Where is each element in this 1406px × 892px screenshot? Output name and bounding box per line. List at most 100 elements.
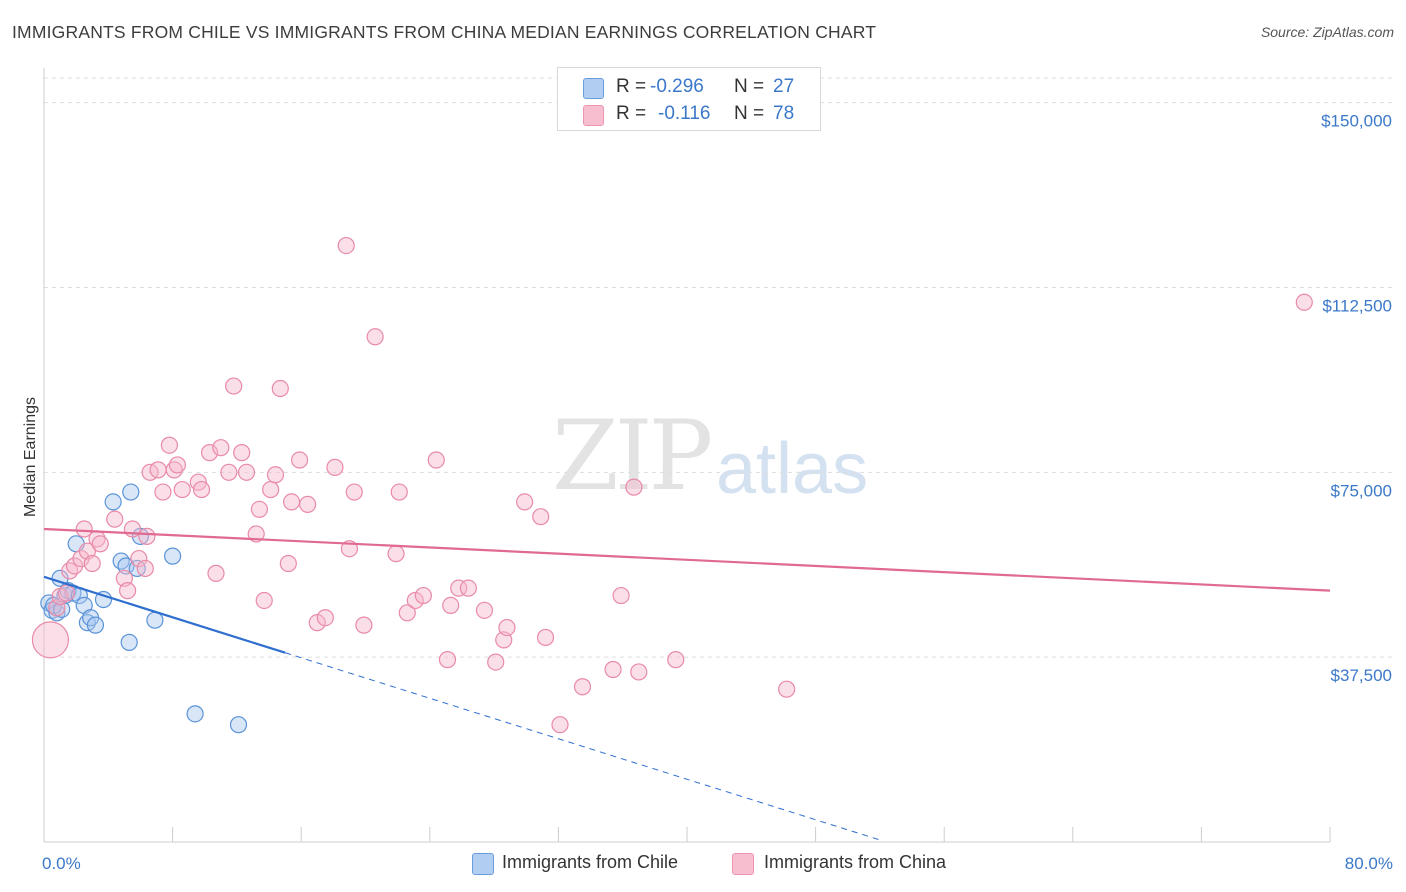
chile-legend-label: Immigrants from Chile xyxy=(502,852,679,872)
china-point xyxy=(345,483,363,501)
china-point xyxy=(57,584,76,602)
china-point xyxy=(406,591,424,610)
chile-point xyxy=(117,557,135,575)
china-point xyxy=(1295,293,1313,311)
chile-trend-line xyxy=(43,575,286,654)
china-point xyxy=(83,554,101,573)
china-point xyxy=(532,508,550,526)
china-swatch xyxy=(583,105,604,126)
china-point xyxy=(118,582,137,600)
china-point xyxy=(573,678,592,696)
china-point xyxy=(154,483,172,501)
china-point xyxy=(398,604,416,622)
axes xyxy=(43,68,1331,843)
china-point xyxy=(220,463,238,481)
china-point xyxy=(192,480,211,499)
y-tick-label: $112,500 xyxy=(1322,296,1392,315)
r-value: -0.296 xyxy=(650,76,704,97)
chile-point xyxy=(186,705,204,723)
china-point xyxy=(200,444,219,462)
china-point xyxy=(168,456,187,474)
china-point xyxy=(355,616,373,634)
china-point xyxy=(160,436,178,454)
chile-point xyxy=(229,716,248,734)
china-point xyxy=(91,535,109,553)
chile-point xyxy=(94,590,113,609)
china-point xyxy=(316,609,334,627)
y-tick-label: $37,500 xyxy=(1331,666,1392,685)
n-label: N = xyxy=(734,103,765,124)
x-tick-label: 80.0% xyxy=(1345,854,1393,873)
china-legend-swatch xyxy=(732,853,754,875)
x-tick-label: 0.0% xyxy=(42,854,81,873)
china-point xyxy=(498,618,516,637)
legend-row-china: R = -0.116 N = 78 xyxy=(558,101,820,129)
china-point xyxy=(630,663,648,681)
china-point xyxy=(207,564,225,582)
china-point xyxy=(438,651,457,669)
china-point xyxy=(266,466,285,484)
china-point xyxy=(299,495,317,513)
china-trend-line xyxy=(43,527,1331,592)
correlation-legend: R = -0.296 N = 27 R = -0.116 N = 78 xyxy=(557,67,821,131)
china-point xyxy=(551,716,569,734)
china-points xyxy=(31,236,1313,734)
china-point xyxy=(778,680,796,698)
china-point xyxy=(390,483,408,501)
china-point xyxy=(516,493,534,511)
chile-swatch xyxy=(583,78,604,99)
tick-labels: $37,500 $75,000 $112,500 $150,000 0.0% 80.0% xyxy=(42,112,1393,873)
china-point xyxy=(279,554,297,573)
china-legend-label: Immigrants from China xyxy=(764,852,947,872)
watermark-zip: ZIP xyxy=(552,400,713,512)
china-point xyxy=(387,545,405,563)
china-point xyxy=(271,379,289,398)
china-point xyxy=(225,377,243,395)
legend-row-chile: R = -0.296 N = 27 xyxy=(558,74,820,102)
china-point xyxy=(337,236,355,255)
source-label: Source: ZipAtlas.com xyxy=(1260,24,1394,40)
china-point xyxy=(173,480,191,499)
china-point xyxy=(536,628,555,647)
chile-point xyxy=(122,483,140,501)
china-point xyxy=(290,451,309,469)
n-value: 78 xyxy=(773,103,795,124)
gridlines xyxy=(44,77,1392,658)
china-point xyxy=(262,480,280,499)
china-point xyxy=(427,451,445,469)
y-tick-label: $75,000 xyxy=(1331,481,1392,500)
china-point xyxy=(366,328,384,346)
china-point xyxy=(326,458,344,476)
china-point xyxy=(459,579,477,597)
watermark-atlas: atlas xyxy=(716,429,869,509)
y-tick-label: $150,000 xyxy=(1321,112,1392,131)
china-point xyxy=(475,601,494,619)
china-point xyxy=(130,549,148,568)
chart-title: IMMIGRANTS FROM CHILE VS IMMIGRANTS FROM… xyxy=(12,22,877,42)
china-point xyxy=(75,520,93,538)
chile-point xyxy=(45,596,63,615)
chile-point xyxy=(86,616,105,634)
china-point xyxy=(282,493,301,511)
china-point xyxy=(255,591,273,610)
china-point xyxy=(212,439,230,457)
china-point xyxy=(450,579,468,597)
n-label: N = xyxy=(734,76,765,97)
chile-point xyxy=(120,633,138,651)
china-point xyxy=(667,651,685,669)
china-point xyxy=(487,653,505,671)
r-value: -0.116 xyxy=(658,103,711,124)
china-point xyxy=(61,562,79,580)
china-point xyxy=(31,621,70,659)
china-point xyxy=(138,527,156,546)
chile-point xyxy=(104,493,122,511)
china-point xyxy=(237,463,256,481)
chile-point xyxy=(112,552,130,570)
china-point xyxy=(625,478,643,496)
china-point xyxy=(136,559,154,578)
china-point xyxy=(612,586,630,605)
china-point xyxy=(48,599,66,617)
y-axis-label: Median Earnings xyxy=(22,397,39,517)
china-point xyxy=(414,586,432,605)
